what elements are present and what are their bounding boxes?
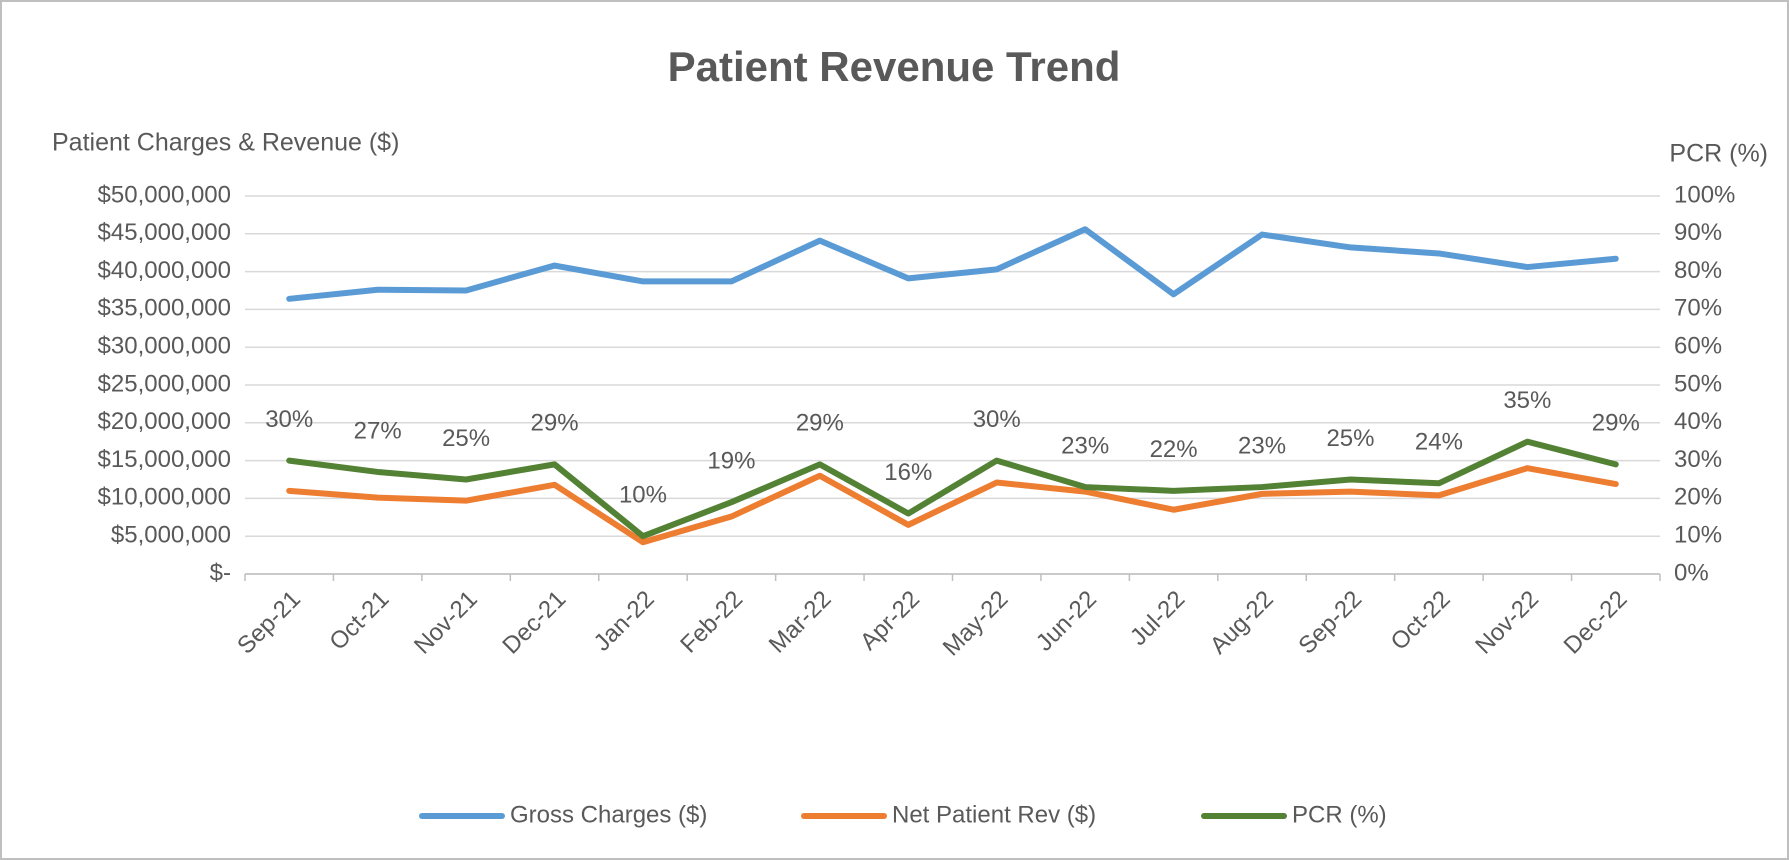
y-tick-label: $20,000,000: [98, 408, 231, 435]
data-label: 10%: [619, 482, 667, 509]
series-line: [286, 438, 1619, 540]
y2-axis-label: PCR (%): [1669, 140, 1768, 168]
legend-label: Gross Charges ($): [510, 801, 707, 828]
series-line: [286, 465, 1619, 546]
y-tick-label: $50,000,000: [98, 181, 231, 208]
legend-label: PCR (%): [1292, 801, 1387, 828]
data-label: 25%: [442, 425, 490, 452]
y2-tick-label: 90%: [1674, 219, 1722, 246]
y-tick-label: $40,000,000: [98, 257, 231, 284]
data-label: 25%: [1326, 425, 1374, 452]
y2-tick-label: 70%: [1674, 295, 1722, 322]
y-tick-label: $15,000,000: [98, 446, 231, 473]
data-label: 23%: [1061, 432, 1109, 459]
data-label: 29%: [1592, 410, 1640, 437]
data-label: 29%: [531, 410, 579, 437]
data-label: 30%: [265, 406, 313, 433]
data-label: 19%: [707, 448, 755, 475]
y2-tick-label: 10%: [1674, 522, 1722, 549]
data-label: 30%: [973, 406, 1021, 433]
y2-tick-label: 80%: [1674, 257, 1722, 284]
y-tick-label: $25,000,000: [98, 370, 231, 397]
y-tick-label: $5,000,000: [111, 522, 231, 549]
y-tick-label: $30,000,000: [98, 333, 231, 360]
legend-label: Net Patient Rev ($): [892, 801, 1096, 828]
data-label: 24%: [1415, 429, 1463, 456]
y-tick-label: $-: [210, 559, 231, 586]
y2-tick-label: 0%: [1674, 559, 1709, 586]
data-label: 29%: [796, 410, 844, 437]
y2-tick-label: 60%: [1674, 333, 1722, 360]
y2-tick-label: 30%: [1674, 446, 1722, 473]
chart-title: Patient Revenue Trend: [668, 43, 1121, 90]
y-axis-label: Patient Charges & Revenue ($): [52, 129, 399, 157]
y2-tick-label: 50%: [1674, 370, 1722, 397]
data-label: 27%: [354, 417, 402, 444]
series-line: [286, 226, 1619, 302]
y-tick-label: $45,000,000: [98, 219, 231, 246]
data-label: 35%: [1503, 387, 1551, 414]
data-label: 22%: [1150, 436, 1198, 463]
y2-tick-label: 40%: [1674, 408, 1722, 435]
y2-tick-label: 20%: [1674, 484, 1722, 511]
y2-tick-label: 100%: [1674, 181, 1735, 208]
y-tick-label: $10,000,000: [98, 484, 231, 511]
y-tick-label: $35,000,000: [98, 295, 231, 322]
data-label: 23%: [1238, 432, 1286, 459]
data-label: 16%: [884, 459, 932, 486]
